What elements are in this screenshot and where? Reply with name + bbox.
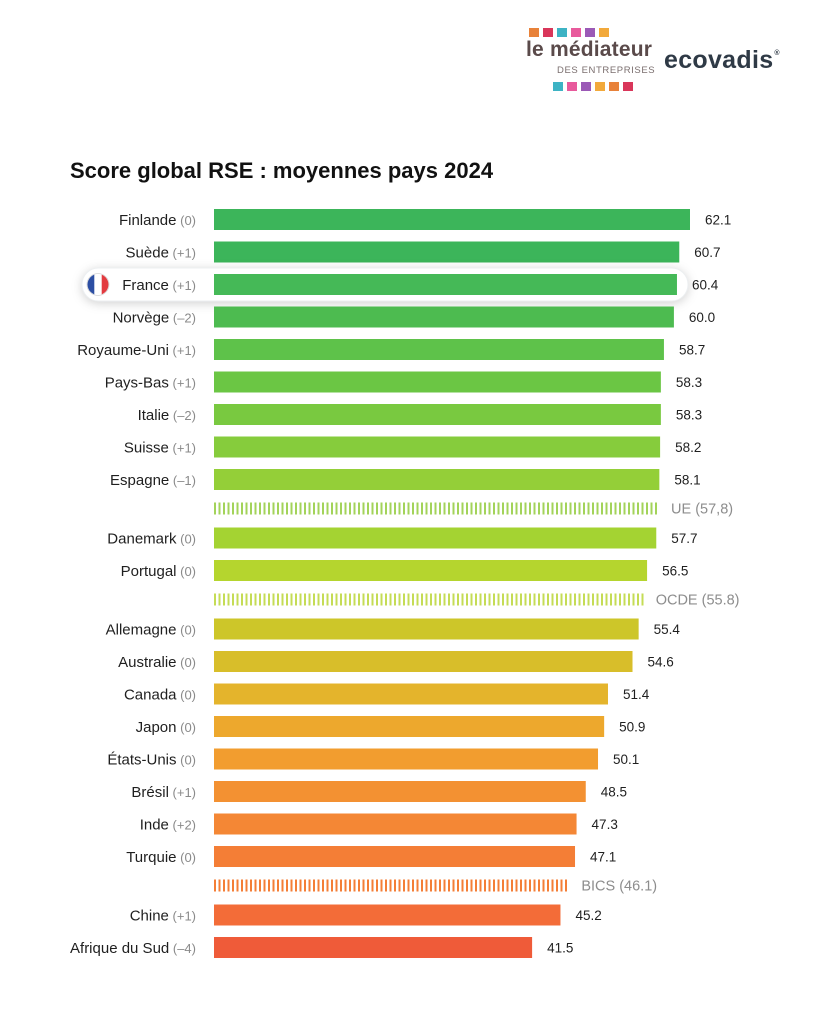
bar-espagne (214, 469, 660, 490)
country-label: Turquie (0) (126, 849, 196, 866)
ecovadis-logo: ecovadis® (664, 46, 780, 75)
mediateur-squares-top (529, 28, 609, 37)
logo-square (553, 82, 563, 91)
bar-canada (214, 683, 608, 705)
mediateur-squares-bottom (553, 82, 633, 91)
reference-line-ocde (214, 593, 644, 606)
logo-square (543, 28, 553, 37)
bar-chine (214, 904, 561, 926)
value-label: 50.1 (613, 752, 639, 767)
country-label: Portugal (0) (121, 563, 196, 580)
flag-red-band (101, 274, 109, 295)
bar-turquie (214, 846, 576, 867)
logo-square (571, 28, 581, 37)
value-label: 58.3 (676, 375, 702, 390)
value-label: 58.1 (674, 473, 700, 488)
country-label: Allemagne (0) (106, 622, 196, 639)
bar-états-unis (214, 748, 599, 770)
bar-chart: Finlande (0) 62.1 Suède (+1) 60.7 France (+1… (70, 209, 740, 958)
country-label: Pays-Bas (+1) (105, 375, 196, 392)
reference-label: BICS (46.1) (581, 879, 657, 895)
country-label: Japon (0) (136, 719, 196, 736)
logo-square (567, 82, 577, 91)
value-label: 57.7 (671, 531, 697, 546)
value-label: 62.1 (705, 213, 731, 228)
chart-title: Score global RSE : moyennes pays 2024 (70, 158, 494, 183)
bar-japon (214, 716, 605, 737)
country-label: Suisse (+1) (124, 440, 196, 457)
value-label: 45.2 (575, 908, 601, 923)
logo-square (529, 28, 539, 37)
logo-square (599, 28, 609, 37)
bar-suède (214, 241, 680, 263)
bar-afrique-du-sud (214, 937, 533, 958)
ecovadis-wordmark: ecovadis (664, 46, 774, 74)
value-label: 47.3 (592, 817, 618, 832)
country-label: Norvège (–2) (113, 310, 196, 327)
value-label: 51.4 (623, 687, 650, 702)
country-label: Canada (0) (124, 687, 196, 704)
value-label: 60.4 (692, 278, 719, 293)
mediateur-title: le médiateur (526, 38, 653, 61)
logo-square (557, 28, 567, 37)
ecovadis-registered-mark: ® (774, 50, 780, 57)
country-label: Afrique du Sud (–4) (70, 940, 196, 957)
country-label: États-Unis (0) (107, 752, 196, 769)
reference-label: OCDE (55.8) (656, 593, 740, 609)
bar-allemagne (214, 618, 639, 640)
value-label: 58.2 (675, 440, 701, 455)
country-label: France (+1) (122, 277, 196, 294)
country-label: Royaume-Uni (+1) (77, 342, 196, 359)
value-label: 60.7 (694, 245, 720, 260)
logo-square (623, 82, 633, 91)
bar-brésil (214, 781, 586, 802)
mediateur-logo: le médiateur DES ENTREPRISES (526, 24, 655, 94)
bar-italie (214, 404, 661, 425)
value-label: 58.3 (676, 408, 702, 423)
value-label: 56.5 (662, 564, 688, 579)
country-label: Espagne (–1) (110, 472, 196, 489)
value-label: 50.9 (619, 720, 645, 735)
value-label: 58.7 (679, 343, 705, 358)
value-label: 60.0 (689, 310, 715, 325)
value-label: 54.6 (648, 655, 674, 670)
bar-suisse (214, 436, 661, 458)
reference-label: UE (57,8) (671, 502, 733, 518)
reference-line-bics (214, 879, 567, 892)
mediateur-subtitle: DES ENTREPRISES (557, 65, 656, 76)
reference-line-ue (214, 502, 657, 515)
country-label: Inde (+2) (140, 817, 196, 834)
bar-finlande (214, 209, 690, 230)
country-label: Finlande (0) (119, 212, 196, 229)
bar-pays-bas (214, 371, 661, 393)
country-label: Brésil (+1) (131, 784, 196, 801)
flag-blue-band (87, 274, 95, 295)
logo-square (581, 82, 591, 91)
logos: le médiateur DES ENTREPRISES ecovadis® (0, 24, 831, 96)
country-label: Australie (0) (118, 654, 196, 671)
value-label: 48.5 (601, 785, 627, 800)
logo-square (595, 82, 605, 91)
bar-danemark (214, 527, 657, 549)
logo-square (585, 28, 595, 37)
country-label: Suède (+1) (126, 245, 196, 262)
country-label: Chine (+1) (130, 908, 196, 925)
value-label: 55.4 (654, 622, 681, 637)
logo-square (609, 82, 619, 91)
value-label: 47.1 (590, 850, 616, 865)
bar-inde (214, 813, 577, 835)
bar-france (214, 274, 677, 295)
country-label: Danemark (0) (107, 531, 196, 548)
bar-australie (214, 651, 633, 672)
value-label: 41.5 (547, 941, 573, 956)
bar-royaume-uni (214, 339, 664, 360)
bar-norvège (214, 306, 674, 328)
bar-portugal (214, 560, 648, 581)
country-label: Italie (–2) (138, 407, 196, 424)
